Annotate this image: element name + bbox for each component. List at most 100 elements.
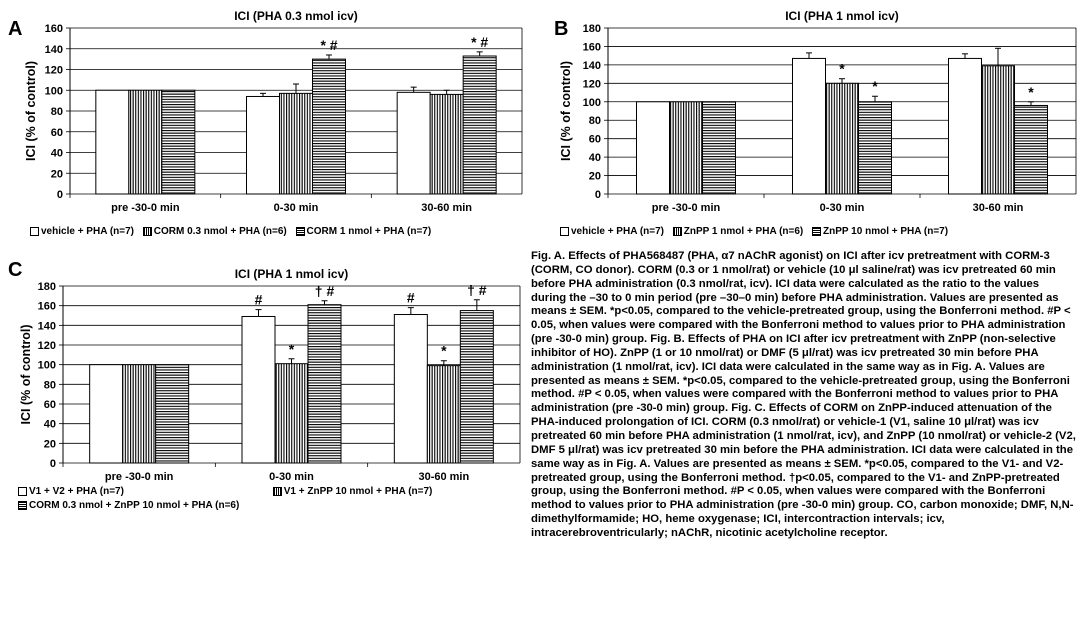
y-tick-label: 80 <box>44 379 56 391</box>
x-tick-label: 0-30 min <box>269 471 314 483</box>
y-tick-label: 100 <box>45 85 63 97</box>
bar <box>122 364 157 464</box>
bar <box>1014 104 1048 195</box>
bar <box>312 58 346 195</box>
legend-label: CORM 0.3 nmol + ZnPP 10 nmol + PHA (n=6) <box>29 500 240 511</box>
chart-b: ICI (PHA 1 nmol icv) 0 20 40 60 80 100 120 140 16… <box>559 9 1077 214</box>
y-tick-label: 20 <box>44 438 56 450</box>
x-tick-label: 30-60 min <box>973 202 1024 214</box>
legend-item: vehicle + PHA (n=7) <box>30 226 134 237</box>
panel-c: C ICI (PHA 1 nmol icv) 0 20 40 60 80 100 120 140… <box>0 255 530 520</box>
bar <box>459 310 494 464</box>
legend-label: ZnPP 1 nmol + PHA (n=6) <box>683 226 804 237</box>
legend-swatch <box>672 227 682 236</box>
bar <box>241 315 276 464</box>
significance-marker: * # <box>320 37 337 53</box>
y-tick-label: 0 <box>57 189 63 201</box>
y-tick-label: 60 <box>589 134 601 146</box>
bar <box>161 89 196 195</box>
y-tick-label: 180 <box>38 281 56 293</box>
bar <box>128 89 163 195</box>
bar <box>279 92 313 195</box>
y-tick-label: 20 <box>589 171 601 183</box>
bar <box>948 57 982 195</box>
bar <box>825 82 859 195</box>
legend-swatch <box>18 501 27 510</box>
bar <box>393 314 428 464</box>
y-tick-label: 20 <box>51 168 63 180</box>
legend-item: ZnPP 1 nmol + PHA (n=6) <box>672 226 804 237</box>
legend-swatch <box>272 487 282 496</box>
y-tick-label: 160 <box>38 301 56 313</box>
significance-marker: † # <box>467 282 487 298</box>
bar <box>426 365 461 464</box>
y-tick-label: 160 <box>583 41 601 53</box>
y-tick-label: 80 <box>589 115 601 127</box>
legend-a: vehicle + PHA (n=7) CORM 0.3 nmol + PHA … <box>30 226 437 239</box>
legend-swatch <box>142 227 152 236</box>
bar <box>462 55 497 195</box>
significance-marker: * # <box>471 34 488 50</box>
bar <box>702 101 736 195</box>
bar <box>981 65 1015 195</box>
chart-a: ICI (PHA 0.3 nmol icv) 0 20 40 60 80 100 120 140… <box>24 9 523 214</box>
y-tick-label: 60 <box>44 399 56 411</box>
panel-b: B ICI (PHA 1 nmol icv) 0 20 40 60 80 100 120 140… <box>540 0 1080 245</box>
legend-label: vehicle + PHA (n=7) <box>41 226 134 237</box>
bar <box>792 57 826 195</box>
bar <box>274 363 309 464</box>
bar <box>307 304 342 464</box>
legend-item: V1 + V2 + PHA (n=7) <box>18 486 124 497</box>
legend-label: V1 + V2 + PHA (n=7) <box>29 486 124 497</box>
y-axis-label: ICI (% of control) <box>24 61 38 161</box>
y-tick-label: 40 <box>44 419 56 431</box>
y-axis-label: ICI (% of control) <box>559 61 573 161</box>
significance-marker: † # <box>315 283 335 299</box>
y-tick-label: 140 <box>583 60 601 72</box>
bar <box>636 101 670 195</box>
chart-c: ICI (PHA 1 nmol icv) 0 20 40 60 80 100 120 140 16… <box>19 267 521 483</box>
legend-label: V1 + ZnPP 10 nmol + PHA (n=7) <box>283 486 433 497</box>
legend-item: ZnPP 10 nmol + PHA (n=7) <box>812 226 948 237</box>
chart-title: ICI (PHA 0.3 nmol icv) <box>234 9 358 23</box>
panel-letter-a: A <box>8 18 23 40</box>
y-tick-label: 100 <box>583 97 601 109</box>
significance-marker: * <box>839 61 845 77</box>
legend-item: CORM 0.3 nmol + ZnPP 10 nmol + PHA (n=6) <box>18 500 239 511</box>
y-tick-label: 0 <box>50 458 56 470</box>
significance-marker: * <box>289 341 295 357</box>
bar <box>95 89 130 195</box>
y-axis-label: ICI (% of control) <box>19 325 33 425</box>
legend-item: CORM 1 nmol + PHA (n=7) <box>295 226 432 237</box>
legend-label: CORM 1 nmol + PHA (n=7) <box>306 226 432 237</box>
legend-item: V1 + ZnPP 10 nmol + PHA (n=7) <box>272 486 433 497</box>
bar <box>669 101 703 195</box>
legend-label: vehicle + PHA (n=7) <box>571 226 664 237</box>
panel-a: A ICI (PHA 0.3 nmol icv) 0 20 40 60 80 100 120 1… <box>0 0 530 245</box>
bar <box>89 364 124 464</box>
y-tick-label: 180 <box>583 23 601 35</box>
significance-marker: * <box>441 343 447 359</box>
legend-swatch <box>30 227 39 236</box>
legend-swatch <box>295 227 305 236</box>
x-tick-label: pre -30-0 min <box>105 471 174 483</box>
bar <box>396 91 431 195</box>
x-tick-label: pre -30-0 min <box>652 202 721 214</box>
y-tick-label: 120 <box>38 340 56 352</box>
y-tick-label: 140 <box>38 320 56 332</box>
bar <box>246 95 280 195</box>
x-tick-label: 0-30 min <box>274 202 319 214</box>
panel-letter-b: B <box>554 18 569 40</box>
chart-title: ICI (PHA 1 nmol icv) <box>235 267 349 281</box>
x-tick-label: 30-60 min <box>418 471 469 483</box>
legend-item: vehicle + PHA (n=7) <box>560 226 664 237</box>
legend-b: vehicle + PHA (n=7) ZnPP 1 nmol + PHA (n… <box>560 226 954 239</box>
legend-swatch <box>812 227 822 236</box>
legend-label: ZnPP 10 nmol + PHA (n=7) <box>823 226 949 237</box>
x-tick-label: 0-30 min <box>820 202 865 214</box>
panel-letter-c: C <box>8 259 23 281</box>
y-tick-label: 160 <box>45 23 63 35</box>
y-tick-label: 60 <box>51 127 63 139</box>
figure-caption: Fig. A. Effects of PHA568487 (PHA, α7 nA… <box>531 250 1076 539</box>
y-tick-label: 0 <box>595 189 601 201</box>
